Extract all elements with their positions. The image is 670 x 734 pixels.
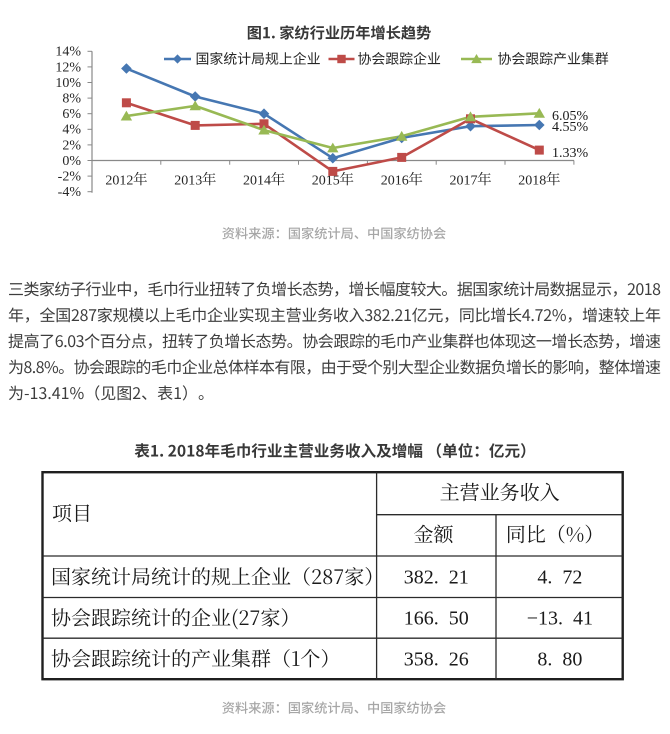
svg-text:6.05%: 6.05%	[552, 109, 589, 124]
svg-text:6%: 6%	[62, 107, 81, 122]
svg-text:2014: 2014	[243, 173, 271, 188]
svg-text:10%: 10%	[55, 76, 81, 91]
svg-text:2018: 2018	[518, 173, 546, 188]
svg-text:2012: 2012	[105, 173, 133, 188]
svg-text:-2%: -2%	[58, 170, 82, 185]
svg-text:8%: 8%	[62, 92, 81, 107]
svg-text:166. 50: 166. 50	[404, 607, 469, 629]
svg-text:2016: 2016	[381, 173, 409, 188]
svg-text:2015: 2015	[312, 173, 340, 188]
svg-text:2%: 2%	[62, 138, 81, 153]
svg-text:2017: 2017	[450, 173, 478, 188]
svg-text:4%: 4%	[62, 123, 81, 138]
svg-text:12%: 12%	[55, 60, 81, 75]
svg-text:8. 80: 8. 80	[537, 648, 582, 670]
svg-text:2013: 2013	[174, 173, 202, 188]
svg-text:−13. 41: −13. 41	[527, 607, 593, 629]
svg-text:-4%: -4%	[58, 185, 82, 200]
svg-text:4.55%: 4.55%	[552, 120, 589, 135]
svg-text:0%: 0%	[62, 154, 81, 169]
svg-text:382. 21: 382. 21	[404, 566, 469, 588]
svg-text:358. 26: 358. 26	[404, 648, 469, 670]
svg-text:4. 72: 4. 72	[537, 566, 582, 588]
svg-text:14%: 14%	[55, 45, 81, 60]
svg-text:1.33%: 1.33%	[552, 146, 589, 161]
